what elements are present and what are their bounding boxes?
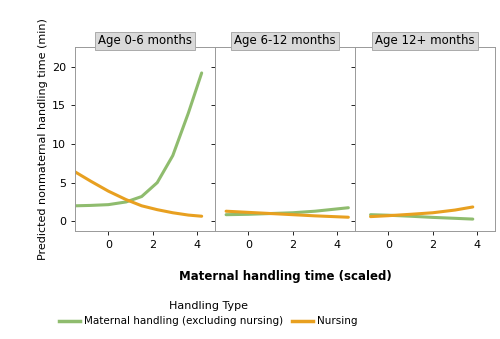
Title: Age 12+ months: Age 12+ months	[375, 35, 475, 47]
Y-axis label: Predicted nonmaternal handling time (min): Predicted nonmaternal handling time (min…	[38, 18, 48, 260]
Title: Age 0-6 months: Age 0-6 months	[98, 35, 192, 47]
Legend: Maternal handling (excluding nursing), Nursing: Maternal handling (excluding nursing), N…	[55, 297, 362, 331]
Text: Maternal handling time (scaled): Maternal handling time (scaled)	[178, 270, 392, 283]
Title: Age 6-12 months: Age 6-12 months	[234, 35, 336, 47]
